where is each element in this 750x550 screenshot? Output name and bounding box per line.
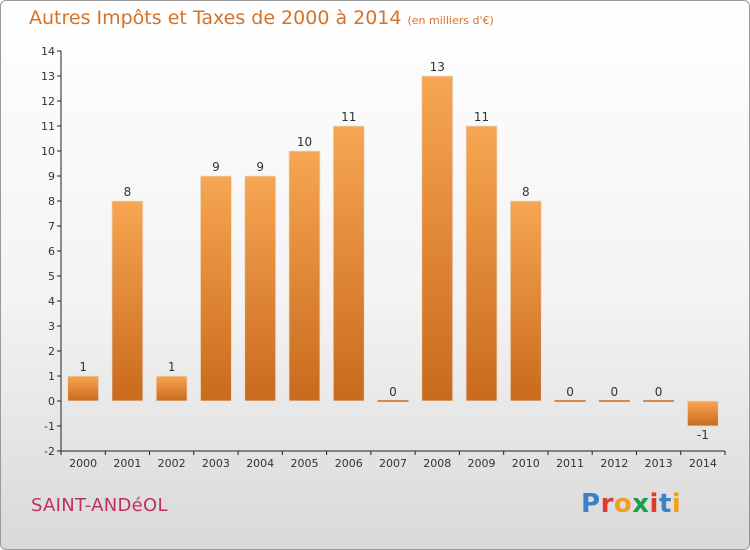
logo-letter: i	[671, 489, 682, 519]
bar-value-label: 0	[389, 385, 397, 399]
bar	[288, 150, 321, 402]
y-tick-label: 8	[48, 195, 55, 208]
y-tick-label: 13	[41, 70, 55, 83]
y-tick-label: -1	[44, 420, 55, 433]
y-tick-label: 3	[48, 320, 55, 333]
bars	[67, 75, 719, 427]
bar-value-label: 9	[256, 160, 264, 174]
logo-letter: P	[581, 489, 601, 519]
x-tick-label: 2002	[158, 457, 186, 470]
bar-value-label: 9	[212, 160, 220, 174]
y-tick-label: 2	[48, 345, 55, 358]
bar	[421, 75, 454, 402]
x-tick-label: 2005	[290, 457, 318, 470]
bar	[67, 375, 100, 402]
x-tick-label: 2012	[600, 457, 628, 470]
x-tick-label: 2013	[645, 457, 673, 470]
x-tick-label: 2010	[512, 457, 540, 470]
y-tick-label: -2	[44, 445, 55, 458]
bar-value-label: 0	[611, 385, 619, 399]
x-tick-label: 2009	[468, 457, 496, 470]
x-tick-label: 2006	[335, 457, 363, 470]
bar-value-label: 11	[341, 110, 356, 124]
logo-letter: i	[649, 489, 659, 519]
x-tick-label: 2014	[689, 457, 717, 470]
x-tick-label: 2007	[379, 457, 407, 470]
bar-value-label: 1	[168, 360, 176, 374]
data-labels: 1 8 1 9 9 10 11 0 13 11 8 0 0 0 -1	[79, 60, 709, 442]
logo-letter: x	[632, 489, 650, 519]
bar-value-label: -1	[697, 428, 709, 442]
logo-letter: r	[600, 489, 614, 519]
chart-title: Autres Impôts et Taxes de 2000 à 2014 (en…	[29, 7, 494, 29]
y-tick-label: 7	[48, 220, 55, 233]
y-tick-label: 11	[41, 120, 55, 133]
bar	[509, 200, 542, 402]
y-tick-label: 14	[41, 45, 55, 58]
chart-title-text: Autres Impôts et Taxes de 2000 à 2014	[29, 7, 402, 29]
logo-letter: o	[613, 489, 633, 519]
bar-value-label: 8	[124, 185, 132, 199]
proxiti-logo: Proxiti	[581, 489, 681, 519]
bar	[155, 375, 188, 402]
bar	[244, 175, 277, 402]
y-tick-label: 9	[48, 170, 55, 183]
chart-unit: (en milliers d'€)	[407, 14, 494, 27]
y-tick-label: 0	[48, 395, 55, 408]
x-tick-label: 2003	[202, 457, 230, 470]
y-tick-label: 10	[41, 145, 55, 158]
bar-value-label: 0	[566, 385, 574, 399]
bar-value-label: 11	[474, 110, 489, 124]
bar-value-label: 13	[430, 60, 445, 74]
bar-value-label: 1	[79, 360, 87, 374]
bar	[686, 400, 719, 427]
logo-letter: t	[658, 489, 672, 519]
x-tick-label: 2000	[69, 457, 97, 470]
bar-value-label: 8	[522, 185, 530, 199]
commune-name: SAINT-ANDéOL	[31, 495, 168, 516]
y-tick-label: 12	[41, 95, 55, 108]
y-tick-label: 1	[48, 370, 55, 383]
x-tick-label: 2008	[423, 457, 451, 470]
x-tick-label: 2001	[113, 457, 141, 470]
x-tick-label: 2004	[246, 457, 274, 470]
bar-value-label: 10	[297, 135, 312, 149]
bar	[200, 175, 232, 402]
bar-value-label: 0	[655, 385, 663, 399]
bar	[465, 125, 498, 402]
y-tick-label: 6	[48, 245, 55, 258]
y-tick-label: 5	[48, 270, 55, 283]
bar	[111, 200, 144, 402]
x-tick-label: 2011	[556, 457, 584, 470]
bar	[332, 125, 365, 402]
y-tick-label: 4	[48, 295, 55, 308]
